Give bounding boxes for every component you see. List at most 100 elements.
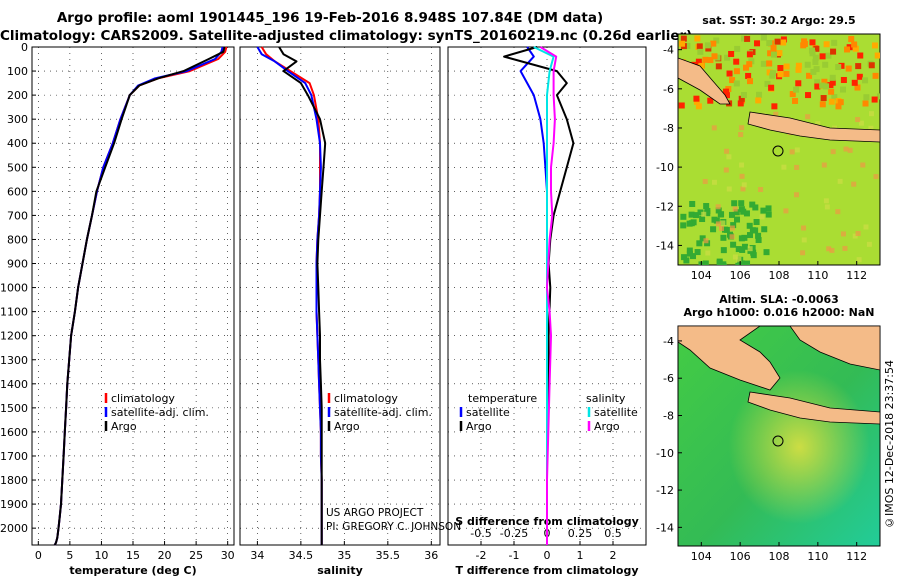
sst-cell <box>821 78 828 85</box>
sst-cell <box>721 226 728 233</box>
sst-cell <box>813 45 820 52</box>
sst-cell <box>812 59 819 66</box>
land-java <box>747 391 880 425</box>
sst-cell <box>747 246 753 252</box>
sst-cell <box>855 63 862 70</box>
sst-cell <box>819 53 826 60</box>
sst-cell <box>868 62 875 69</box>
y-tick-label: 1600 <box>0 426 28 439</box>
land-borneo <box>789 326 880 371</box>
sst-cell <box>760 34 767 41</box>
sst-cell <box>755 232 762 239</box>
x-tick-label: 34 <box>250 549 264 562</box>
sst-cell <box>827 82 834 89</box>
y-tick-label: -4 <box>663 335 674 348</box>
sst-cell <box>726 154 732 160</box>
y-tick-label: 300 <box>7 113 28 126</box>
series-line-argo <box>53 46 226 546</box>
sst-cell <box>735 262 742 265</box>
legend-label: Argo <box>334 420 360 433</box>
x-tick-label: 25 <box>189 549 203 562</box>
sst-cell <box>722 88 729 95</box>
sst-cell <box>780 36 787 43</box>
sst-cell <box>736 256 742 262</box>
sst-cell <box>738 235 745 242</box>
y-tick-label: -4 <box>663 44 674 57</box>
x-tick-label: 0 <box>544 549 551 562</box>
x2-tick-label: 0.25 <box>568 527 593 540</box>
sst-map-title: sat. SST: 30.2 Argo: 29.5 <box>702 14 855 27</box>
sst-cell <box>710 226 717 233</box>
sst-cell <box>815 121 821 127</box>
salinity-panel: 34 34.5 35 35.5 36 salinity <box>239 46 441 577</box>
sst-cell <box>809 39 816 46</box>
y-tick-label: 200 <box>7 89 28 102</box>
sst-cell <box>813 66 820 73</box>
x-tick-label: 5 <box>66 549 73 562</box>
sla-map-title-line2: Argo h1000: 0.016 h2000: NaN <box>683 306 874 319</box>
sst-cell <box>705 45 712 52</box>
sla-map: Altim. SLA: -0.0063 Argo h1000: 0.016 h2… <box>656 293 881 563</box>
x-tick-label: 1 <box>577 549 584 562</box>
sst-cell <box>795 62 802 69</box>
sst-cell <box>801 225 807 231</box>
sst-cell <box>743 210 750 217</box>
sst-cell <box>828 98 835 105</box>
sst-cell <box>699 216 706 223</box>
sst-cell <box>730 241 737 248</box>
sst-cell <box>777 71 784 78</box>
sst-cell <box>760 60 767 67</box>
y-tick-label: 500 <box>7 161 28 174</box>
sst-cell <box>756 91 763 98</box>
y-tick-label: -12 <box>656 200 674 213</box>
sst-cell <box>723 167 729 173</box>
sst-cell <box>866 241 872 247</box>
y-tick-label: 100 <box>7 65 28 78</box>
sst-cell <box>704 210 711 217</box>
sst-cell <box>793 86 800 93</box>
sst-cell <box>738 132 744 138</box>
y-tick-label: -6 <box>663 372 674 385</box>
sst-cell <box>695 58 702 65</box>
sst-cell <box>823 198 829 204</box>
sst-cell <box>777 65 784 72</box>
y-tick-label: 1500 <box>0 402 28 415</box>
sst-cell <box>747 78 754 85</box>
sst-cell <box>686 247 693 254</box>
x-tick-label: 110 <box>807 269 828 282</box>
sst-cell <box>858 120 864 126</box>
sst-cell <box>686 220 693 227</box>
sst-cell <box>693 98 700 105</box>
sst-cell <box>702 178 708 184</box>
sst-cell <box>852 233 858 239</box>
sst-cell <box>697 209 704 216</box>
sst-cell <box>854 84 861 91</box>
sst-cell <box>863 224 869 230</box>
sst-cell <box>739 246 746 253</box>
legend-label: climatology <box>334 392 398 405</box>
sst-cell <box>680 35 687 42</box>
x2-tick-label: -0.5 <box>470 527 491 540</box>
sst-cell <box>868 125 874 131</box>
sst-cell <box>726 186 732 192</box>
sst-cell <box>795 80 802 87</box>
sst-cell <box>862 77 869 84</box>
sst-cell <box>678 102 685 109</box>
y-tick-label: 1000 <box>0 282 28 295</box>
sst-cell <box>733 209 740 216</box>
x-tick-label: 112 <box>846 550 867 563</box>
sst-cell <box>770 44 777 51</box>
y-tick-label: -8 <box>663 409 674 422</box>
y-tick-label: 1400 <box>0 378 28 391</box>
x-tick-label: 0 <box>35 549 42 562</box>
sst-cell <box>732 206 738 212</box>
sst-cell <box>740 208 747 215</box>
sst-cell <box>855 117 861 123</box>
legend-label: climatology <box>111 392 175 405</box>
sst-cell <box>729 225 735 231</box>
sst-cell <box>844 46 851 53</box>
sst-cell <box>702 264 709 265</box>
sst-cell <box>752 204 759 211</box>
sst-cell <box>684 42 691 49</box>
